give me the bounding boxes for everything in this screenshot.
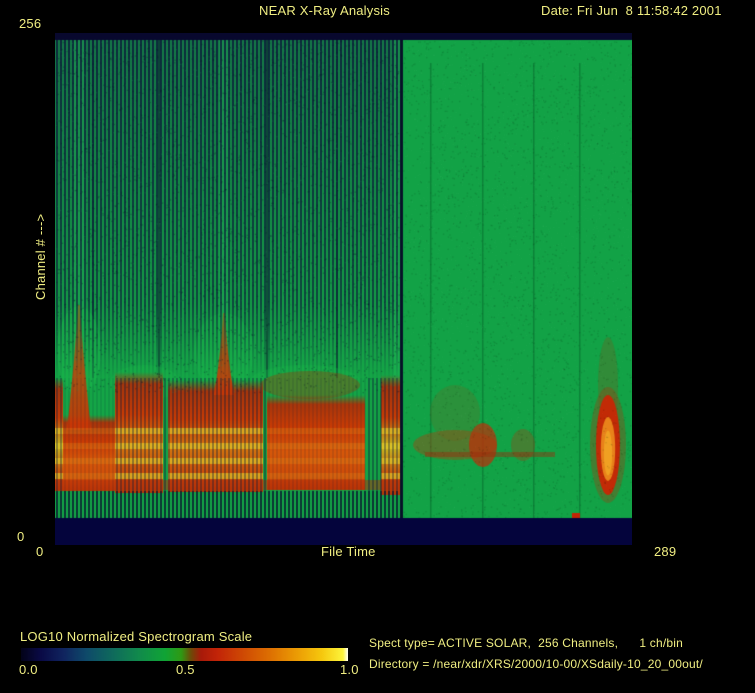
y-axis-title: Channel # ---> (33, 213, 48, 300)
y-axis-max-label: 256 (19, 16, 42, 31)
y-axis-min-label: 0 (17, 529, 25, 544)
colorbar-label: LOG10 Normalized Spectrogram Scale (20, 629, 253, 644)
spectrogram-plot (55, 33, 632, 545)
colorbar-tick-min: 0.0 (19, 662, 38, 677)
spect-type-line: Spect type= ACTIVE SOLAR, 256 Channels, … (369, 636, 683, 650)
colorbar-gradient (21, 648, 348, 661)
x-axis-title: File Time (321, 544, 376, 559)
date-label: Date: Fri Jun 8 11:58:42 2001 (541, 3, 722, 18)
page-title: NEAR X-Ray Analysis (259, 3, 390, 18)
directory-line: Directory = /near/xdr/XRS/2000/10-00/XSd… (369, 657, 703, 671)
colorbar-tick-max: 1.0 (340, 662, 359, 677)
colorbar-tick-mid: 0.5 (176, 662, 195, 677)
x-axis-min-label: 0 (36, 544, 44, 559)
x-axis-max-label: 289 (654, 544, 677, 559)
